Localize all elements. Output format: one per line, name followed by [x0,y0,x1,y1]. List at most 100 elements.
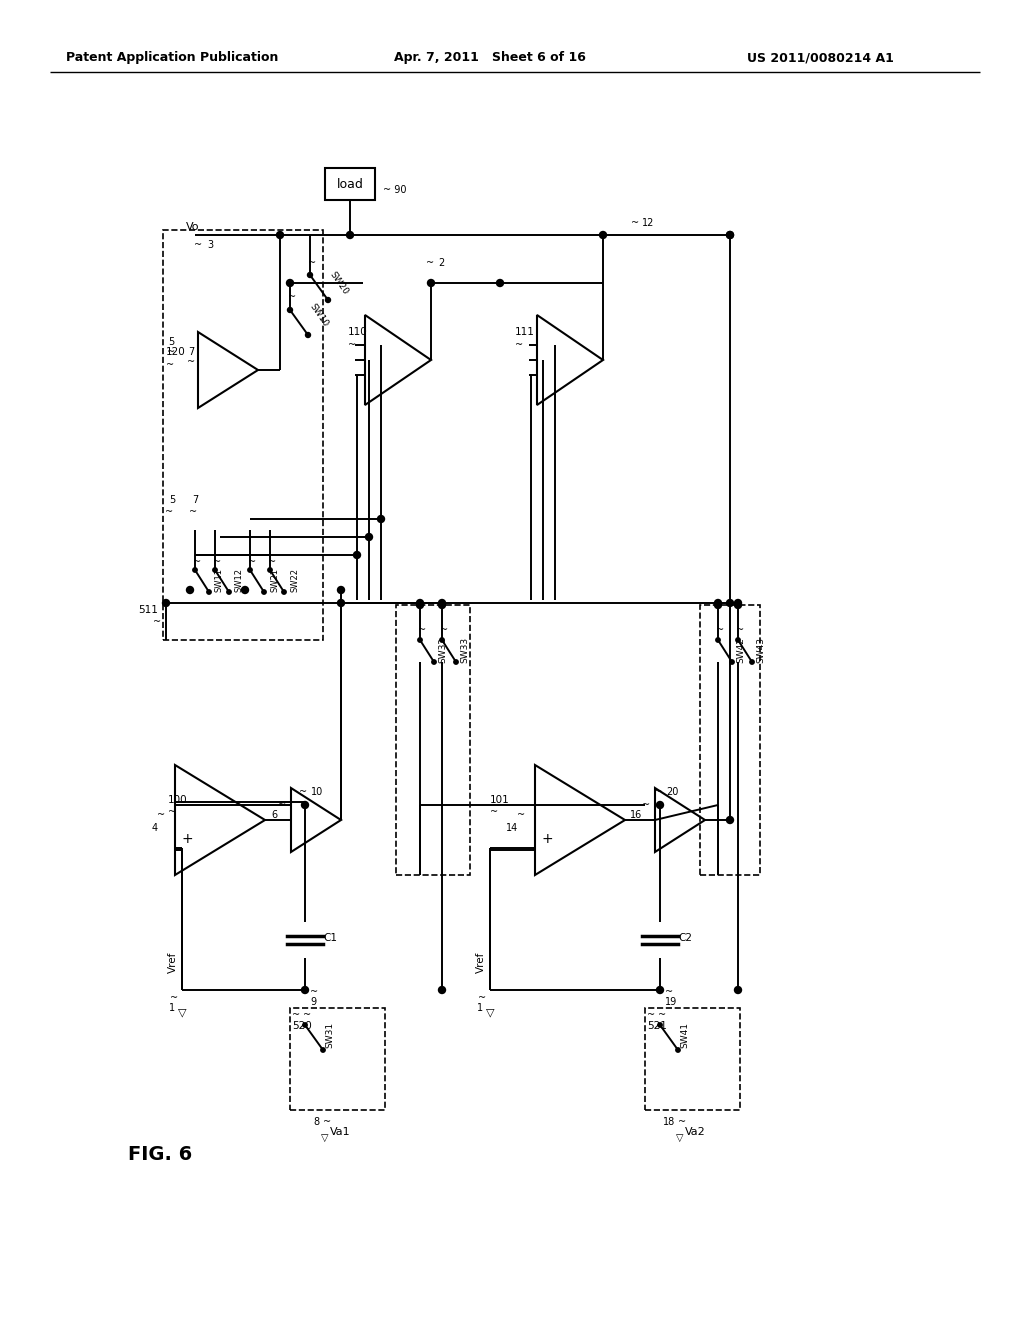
Text: Apr. 7, 2011   Sheet 6 of 16: Apr. 7, 2011 Sheet 6 of 16 [394,51,586,65]
Text: 101: 101 [490,795,510,805]
Circle shape [657,1023,663,1027]
Bar [290,1008,385,1110]
Text: Va1: Va1 [330,1127,350,1137]
Circle shape [439,638,444,643]
Circle shape [302,987,307,993]
Circle shape [338,599,344,606]
Circle shape [656,801,664,808]
Bar [325,168,375,201]
Circle shape [454,660,458,664]
Text: ~: ~ [292,1010,300,1020]
Text: 111: 111 [515,327,535,337]
Circle shape [282,590,286,594]
Text: ~: ~ [167,347,175,356]
Text: Va2: Va2 [685,1127,706,1137]
Circle shape [417,602,424,609]
Circle shape [716,638,720,643]
Text: ~: ~ [303,1010,311,1020]
Text: ~: ~ [665,987,673,997]
Text: ~: ~ [194,240,202,249]
Bar [163,230,323,640]
Circle shape [193,568,198,572]
Text: ~: ~ [310,987,318,997]
Circle shape [248,568,252,572]
Circle shape [676,1048,680,1052]
Text: ~: ~ [658,1010,666,1020]
Circle shape [186,586,194,594]
Circle shape [321,1048,326,1052]
Circle shape [734,599,741,606]
Text: 5: 5 [168,337,174,347]
Circle shape [307,272,312,277]
Circle shape [288,308,293,313]
Circle shape [418,638,422,643]
Text: 1: 1 [169,1003,175,1012]
Circle shape [730,660,734,664]
Circle shape [715,599,722,606]
Circle shape [656,986,664,994]
Circle shape [726,231,733,239]
Circle shape [750,660,755,664]
Text: ~: ~ [278,800,286,810]
Text: SW43: SW43 [756,638,765,663]
Circle shape [226,590,231,594]
Text: ~: ~ [166,360,174,370]
Circle shape [734,602,741,609]
Text: Vo: Vo [186,222,200,232]
Text: ~: ~ [440,624,449,635]
Circle shape [366,533,373,540]
Circle shape [346,231,353,239]
Text: 521: 521 [647,1020,667,1031]
Circle shape [734,986,741,994]
Text: ~: ~ [654,787,663,797]
Circle shape [438,986,445,994]
Text: 5: 5 [169,495,175,506]
Text: 120: 120 [166,347,185,356]
Text: ~: ~ [193,557,201,568]
Text: ~: ~ [308,257,316,268]
Text: ~: ~ [313,933,322,942]
Text: ~: ~ [248,557,256,568]
Circle shape [303,1023,307,1027]
Text: ~: ~ [426,257,434,268]
Text: ~: ~ [478,993,486,1003]
Text: ~: ~ [153,616,161,627]
Text: ~: ~ [418,624,426,635]
Text: ▽: ▽ [485,1007,495,1016]
Text: ~: ~ [157,810,165,820]
Circle shape [287,280,294,286]
Text: ~: ~ [515,341,523,350]
Text: ~: ~ [647,1010,655,1020]
Text: 20: 20 [666,787,678,797]
Text: 511: 511 [138,605,158,615]
Text: ~: ~ [288,292,296,302]
Text: ~: ~ [678,1117,686,1127]
Text: ~: ~ [213,557,221,568]
Circle shape [726,599,733,606]
Text: US 2011/0080214 A1: US 2011/0080214 A1 [746,51,893,65]
Text: 7: 7 [191,495,198,506]
Text: ~: ~ [299,787,307,797]
Text: 18: 18 [663,1117,675,1127]
Text: ▽: ▽ [322,1133,329,1143]
Circle shape [326,297,331,302]
Text: 14: 14 [506,822,518,833]
Circle shape [417,599,424,606]
Circle shape [599,231,606,239]
Circle shape [262,590,266,594]
Text: 12: 12 [642,218,654,228]
Text: 100: 100 [168,795,187,805]
Text: SW10: SW10 [308,302,331,329]
Text: 10: 10 [311,787,324,797]
Text: SW21: SW21 [270,568,279,591]
Text: +: + [542,832,553,846]
Circle shape [305,333,310,338]
Text: ~: ~ [170,993,178,1003]
Text: load: load [337,177,364,190]
Text: 16: 16 [630,810,642,820]
Circle shape [657,987,663,993]
Text: SW42: SW42 [736,638,745,663]
Circle shape [338,586,344,594]
Circle shape [497,280,504,286]
Circle shape [715,602,722,609]
